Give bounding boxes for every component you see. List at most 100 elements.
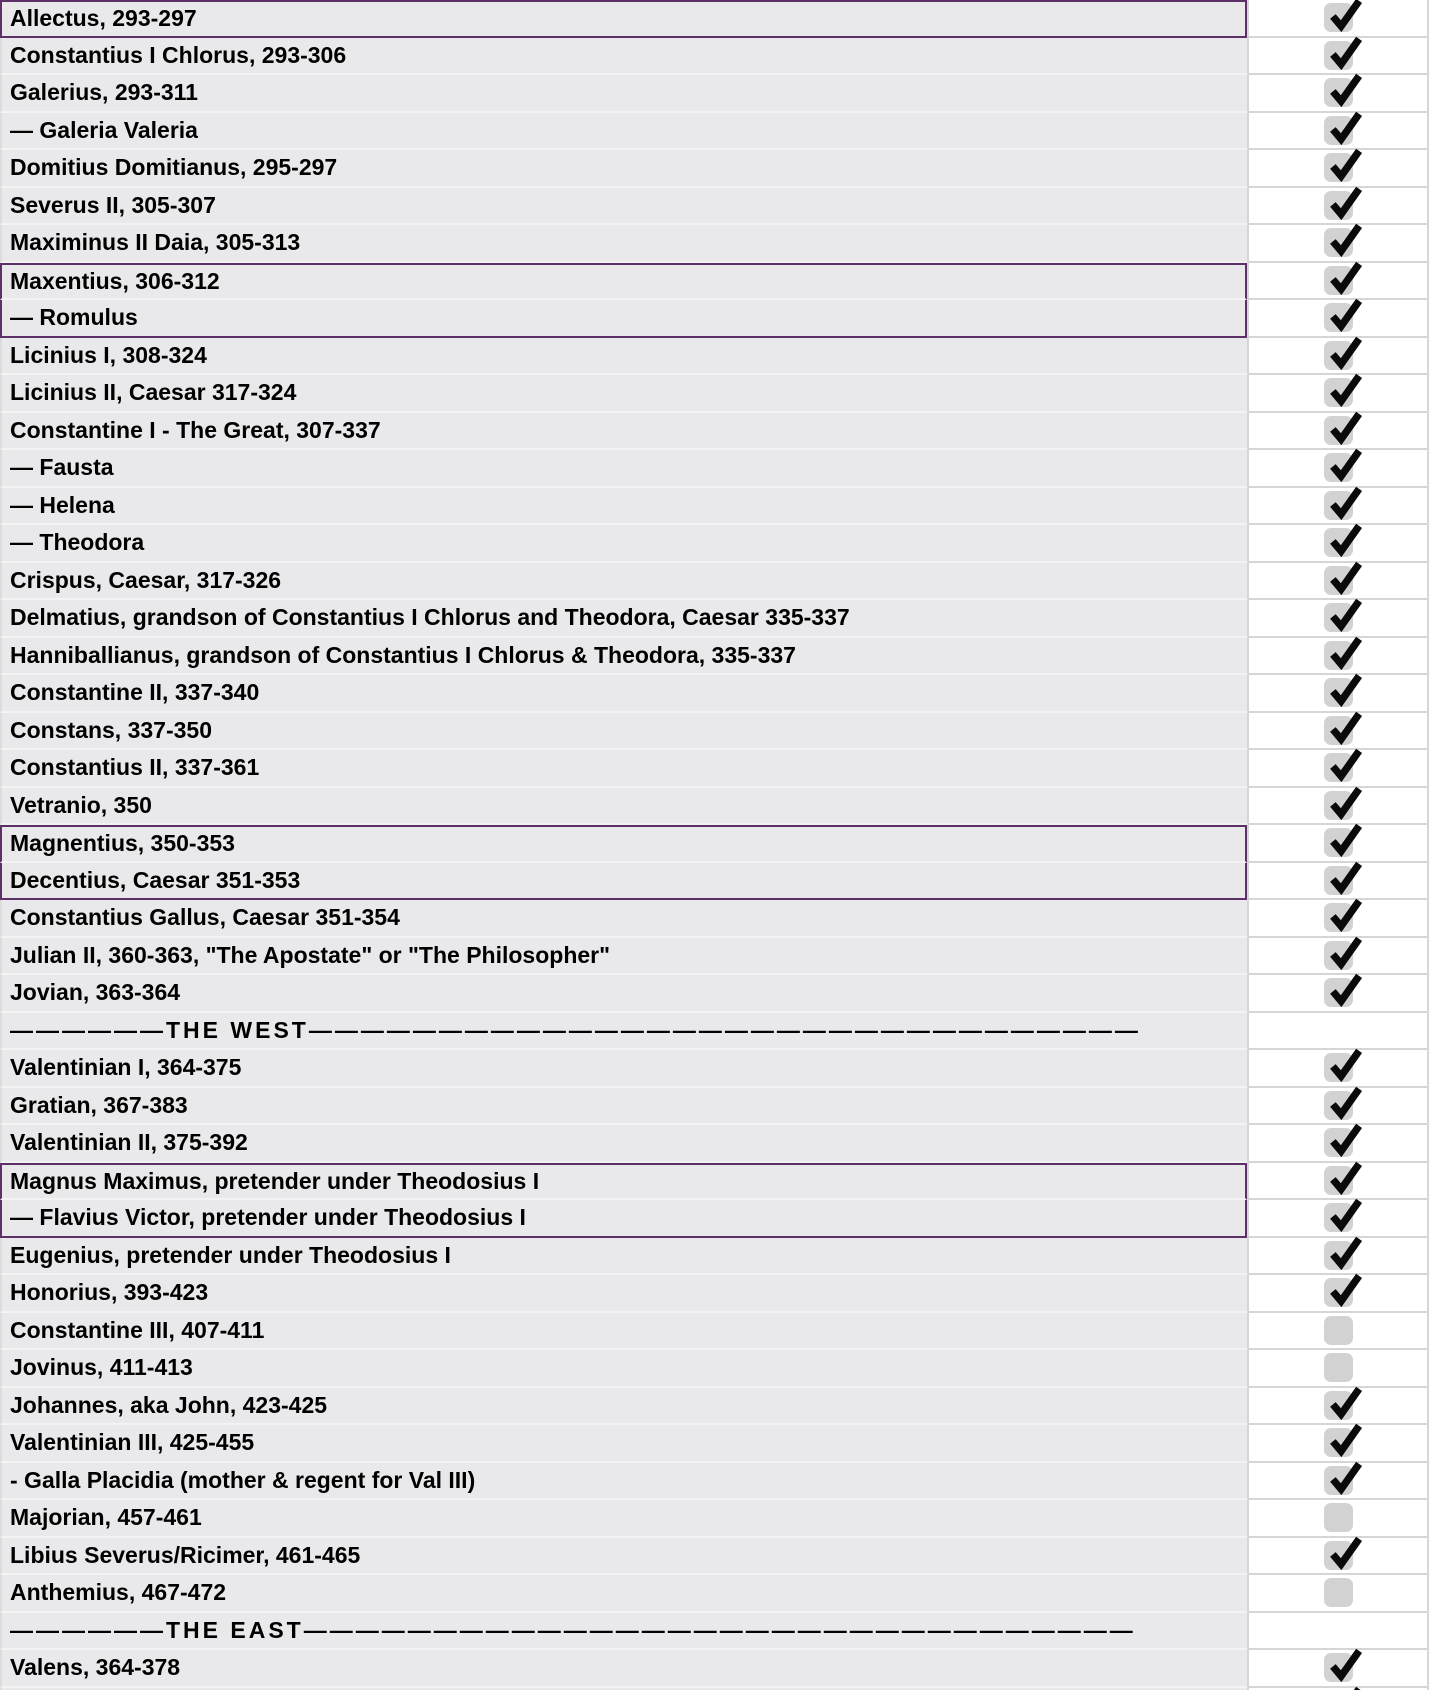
emperor-name-cell[interactable]: Majorian, 457-461 [0,1500,1247,1538]
checkbox-checked[interactable] [1323,786,1362,820]
checkbox-checked[interactable] [1323,36,1362,70]
emperor-name-cell[interactable]: Johannes, aka John, 423-425 [0,1387,1247,1425]
checkbox-checked[interactable] [1323,374,1362,408]
checkbox-unchecked[interactable] [1323,1578,1353,1608]
table-row: Libius Severus/Ricimer, 461-465 [0,1536,1432,1575]
emperor-name-cell[interactable]: — Galeria Valeria [0,112,1247,150]
emperor-name-cell[interactable]: Domitius Domitianus, 295-297 [0,150,1247,188]
checkbox-checked[interactable] [1323,1199,1362,1233]
row-label: Constantine III, 407-411 [10,1316,265,1343]
emperor-name-cell[interactable]: Constantine I - The Great, 307-337 [0,412,1247,450]
emperor-name-cell[interactable]: Jovian, 363-364 [0,975,1247,1013]
checkbox-checked[interactable] [1323,449,1362,483]
separator-cell[interactable]: ——————THE EAST——————————————————————————… [0,1612,1247,1650]
checkbox-checked[interactable] [1323,711,1362,745]
checkbox-checked[interactable] [1323,899,1362,933]
emperor-name-cell[interactable]: Vetranio, 350 [0,787,1247,825]
checkbox-checked[interactable] [1323,1461,1362,1495]
emperor-name-cell[interactable]: Constantius Gallus, Caesar 351-354 [0,900,1247,938]
emperor-name-cell[interactable]: Maxentius, 306-312 [0,262,1247,300]
checkbox-unchecked[interactable] [1323,1315,1353,1345]
checkbox-checked[interactable] [1323,1424,1362,1458]
emperor-name-cell[interactable]: Constans, 337-350 [0,712,1247,750]
checkbox-checked[interactable] [1323,1086,1362,1120]
checkbox-checked[interactable] [1323,674,1362,708]
emperor-name-cell[interactable]: Constantius II, 337-361 [0,750,1247,788]
emperor-name-cell[interactable]: Maximinus II Daia, 305-313 [0,225,1247,263]
emperor-name-cell[interactable]: Valentinian I, 364-375 [0,1050,1247,1088]
checkbox-checked[interactable] [1323,749,1362,783]
emperor-name-cell[interactable]: Galerius, 293-311 [0,75,1247,113]
table-row: Allectus, 293-297 [0,0,1432,38]
emperor-name-cell[interactable]: Eugenius, pretender under Theodosius I [0,1237,1247,1275]
emperor-name-cell[interactable]: Magnentius, 350-353 [0,825,1247,863]
checkbox-checked[interactable] [1323,1236,1362,1270]
emperor-name-cell[interactable]: - Galla Placidia (mother & regent for Va… [0,1462,1247,1500]
checkbox-checked[interactable] [1323,486,1362,520]
emperor-name-cell[interactable]: Julian II, 360-363, "The Apostate" or "T… [0,937,1247,975]
emperor-name-cell[interactable]: Gratian, 367-383 [0,1087,1247,1125]
separator-cell[interactable]: ——————THE WEST——————————————————————————… [0,1012,1247,1050]
table-row: Valens, 364-378 [0,1649,1432,1688]
checkbox-checked[interactable] [1323,936,1362,970]
checkbox-checked[interactable] [1323,524,1362,558]
emperor-name-cell[interactable]: Valentinian II, 375-392 [0,1125,1247,1163]
checkbox-checked[interactable] [1323,1649,1362,1683]
checkbox-checked[interactable] [1323,299,1362,333]
emperor-name-cell[interactable]: Severus II, 305-307 [0,187,1247,225]
checkbox-cell [1247,374,1429,413]
checkbox-checked[interactable] [1323,111,1362,145]
emperor-name-cell[interactable]: Valentinian III, 425-455 [0,1425,1247,1463]
emperor-name-cell[interactable]: Hanniballianus, grandson of Constantius … [0,637,1247,675]
checkbox-checked[interactable] [1323,0,1362,33]
checkbox-checked[interactable] [1323,411,1362,445]
checkbox-checked[interactable] [1323,261,1362,295]
emperor-name-cell[interactable]: Constantius I Chlorus, 293-306 [0,37,1247,75]
checkbox-checked[interactable] [1323,599,1362,633]
emperor-name-cell[interactable]: Jovinus, 411-413 [0,1350,1247,1388]
emperor-name-cell[interactable]: — Romulus [0,300,1247,338]
emperor-name-cell[interactable]: — Fausta [0,450,1247,488]
emperor-name-cell[interactable]: Constantine III, 407-411 [0,1312,1247,1350]
emperor-name-cell[interactable]: Allectus, 293-297 [0,0,1247,38]
checkbox-cell [1247,1500,1429,1538]
checkbox-checked[interactable] [1323,149,1362,183]
checkbox-unchecked[interactable] [1323,1353,1353,1383]
emperor-name-cell[interactable] [0,1687,1247,1690]
checkbox-checked[interactable] [1323,561,1362,595]
emperor-name-cell[interactable]: Decentius, Caesar 351-353 [0,862,1247,900]
checkbox-checked[interactable] [1323,974,1362,1008]
emperor-name-cell[interactable]: Licinius II, Caesar 317-324 [0,375,1247,413]
emperor-name-cell[interactable]: — Flavius Victor, pretender under Theodo… [0,1200,1247,1238]
emperor-name-cell[interactable]: Delmatius, grandson of Constantius I Chl… [0,600,1247,638]
emperor-name-cell[interactable]: Libius Severus/Ricimer, 461-465 [0,1537,1247,1575]
emperor-name-cell[interactable]: — Theodora [0,525,1247,563]
emperor-name-cell[interactable]: Honorius, 393-423 [0,1275,1247,1313]
checkbox-checked[interactable] [1323,74,1362,108]
emperor-name-cell[interactable]: Constantine II, 337-340 [0,675,1247,713]
checkbox-checked[interactable] [1323,636,1362,670]
checkbox-checked[interactable] [1323,1386,1362,1420]
emperor-name-cell[interactable]: Magnus Maximus, pretender under Theodosi… [0,1162,1247,1200]
checkbox-cell [1247,1350,1429,1388]
row-label: Constantine I - The Great, 307-337 [10,416,381,443]
checkbox-checked[interactable] [1323,824,1362,858]
checkbox-checked[interactable] [1323,1274,1362,1308]
checkmark-icon [1329,1236,1362,1270]
checkbox-cell [1247,786,1429,825]
checkbox-checked[interactable] [1323,224,1362,258]
emperor-name-cell[interactable]: — Helena [0,487,1247,525]
table-row: — Romulus [0,299,1432,338]
checkbox-checked[interactable] [1323,861,1362,895]
checkbox-checked[interactable] [1323,1536,1362,1570]
checkbox-checked[interactable] [1323,1124,1362,1158]
emperor-name-cell[interactable]: Anthemius, 467-472 [0,1575,1247,1613]
emperor-name-cell[interactable]: Licinius I, 308-324 [0,337,1247,375]
checkbox-unchecked[interactable] [1323,1503,1353,1533]
emperor-name-cell[interactable]: Crispus, Caesar, 317-326 [0,562,1247,600]
checkbox-checked[interactable] [1323,1161,1362,1195]
checkbox-checked[interactable] [1323,336,1362,370]
checkbox-checked[interactable] [1323,186,1362,220]
emperor-name-cell[interactable]: Valens, 364-378 [0,1650,1247,1688]
checkbox-checked[interactable] [1323,1049,1362,1083]
